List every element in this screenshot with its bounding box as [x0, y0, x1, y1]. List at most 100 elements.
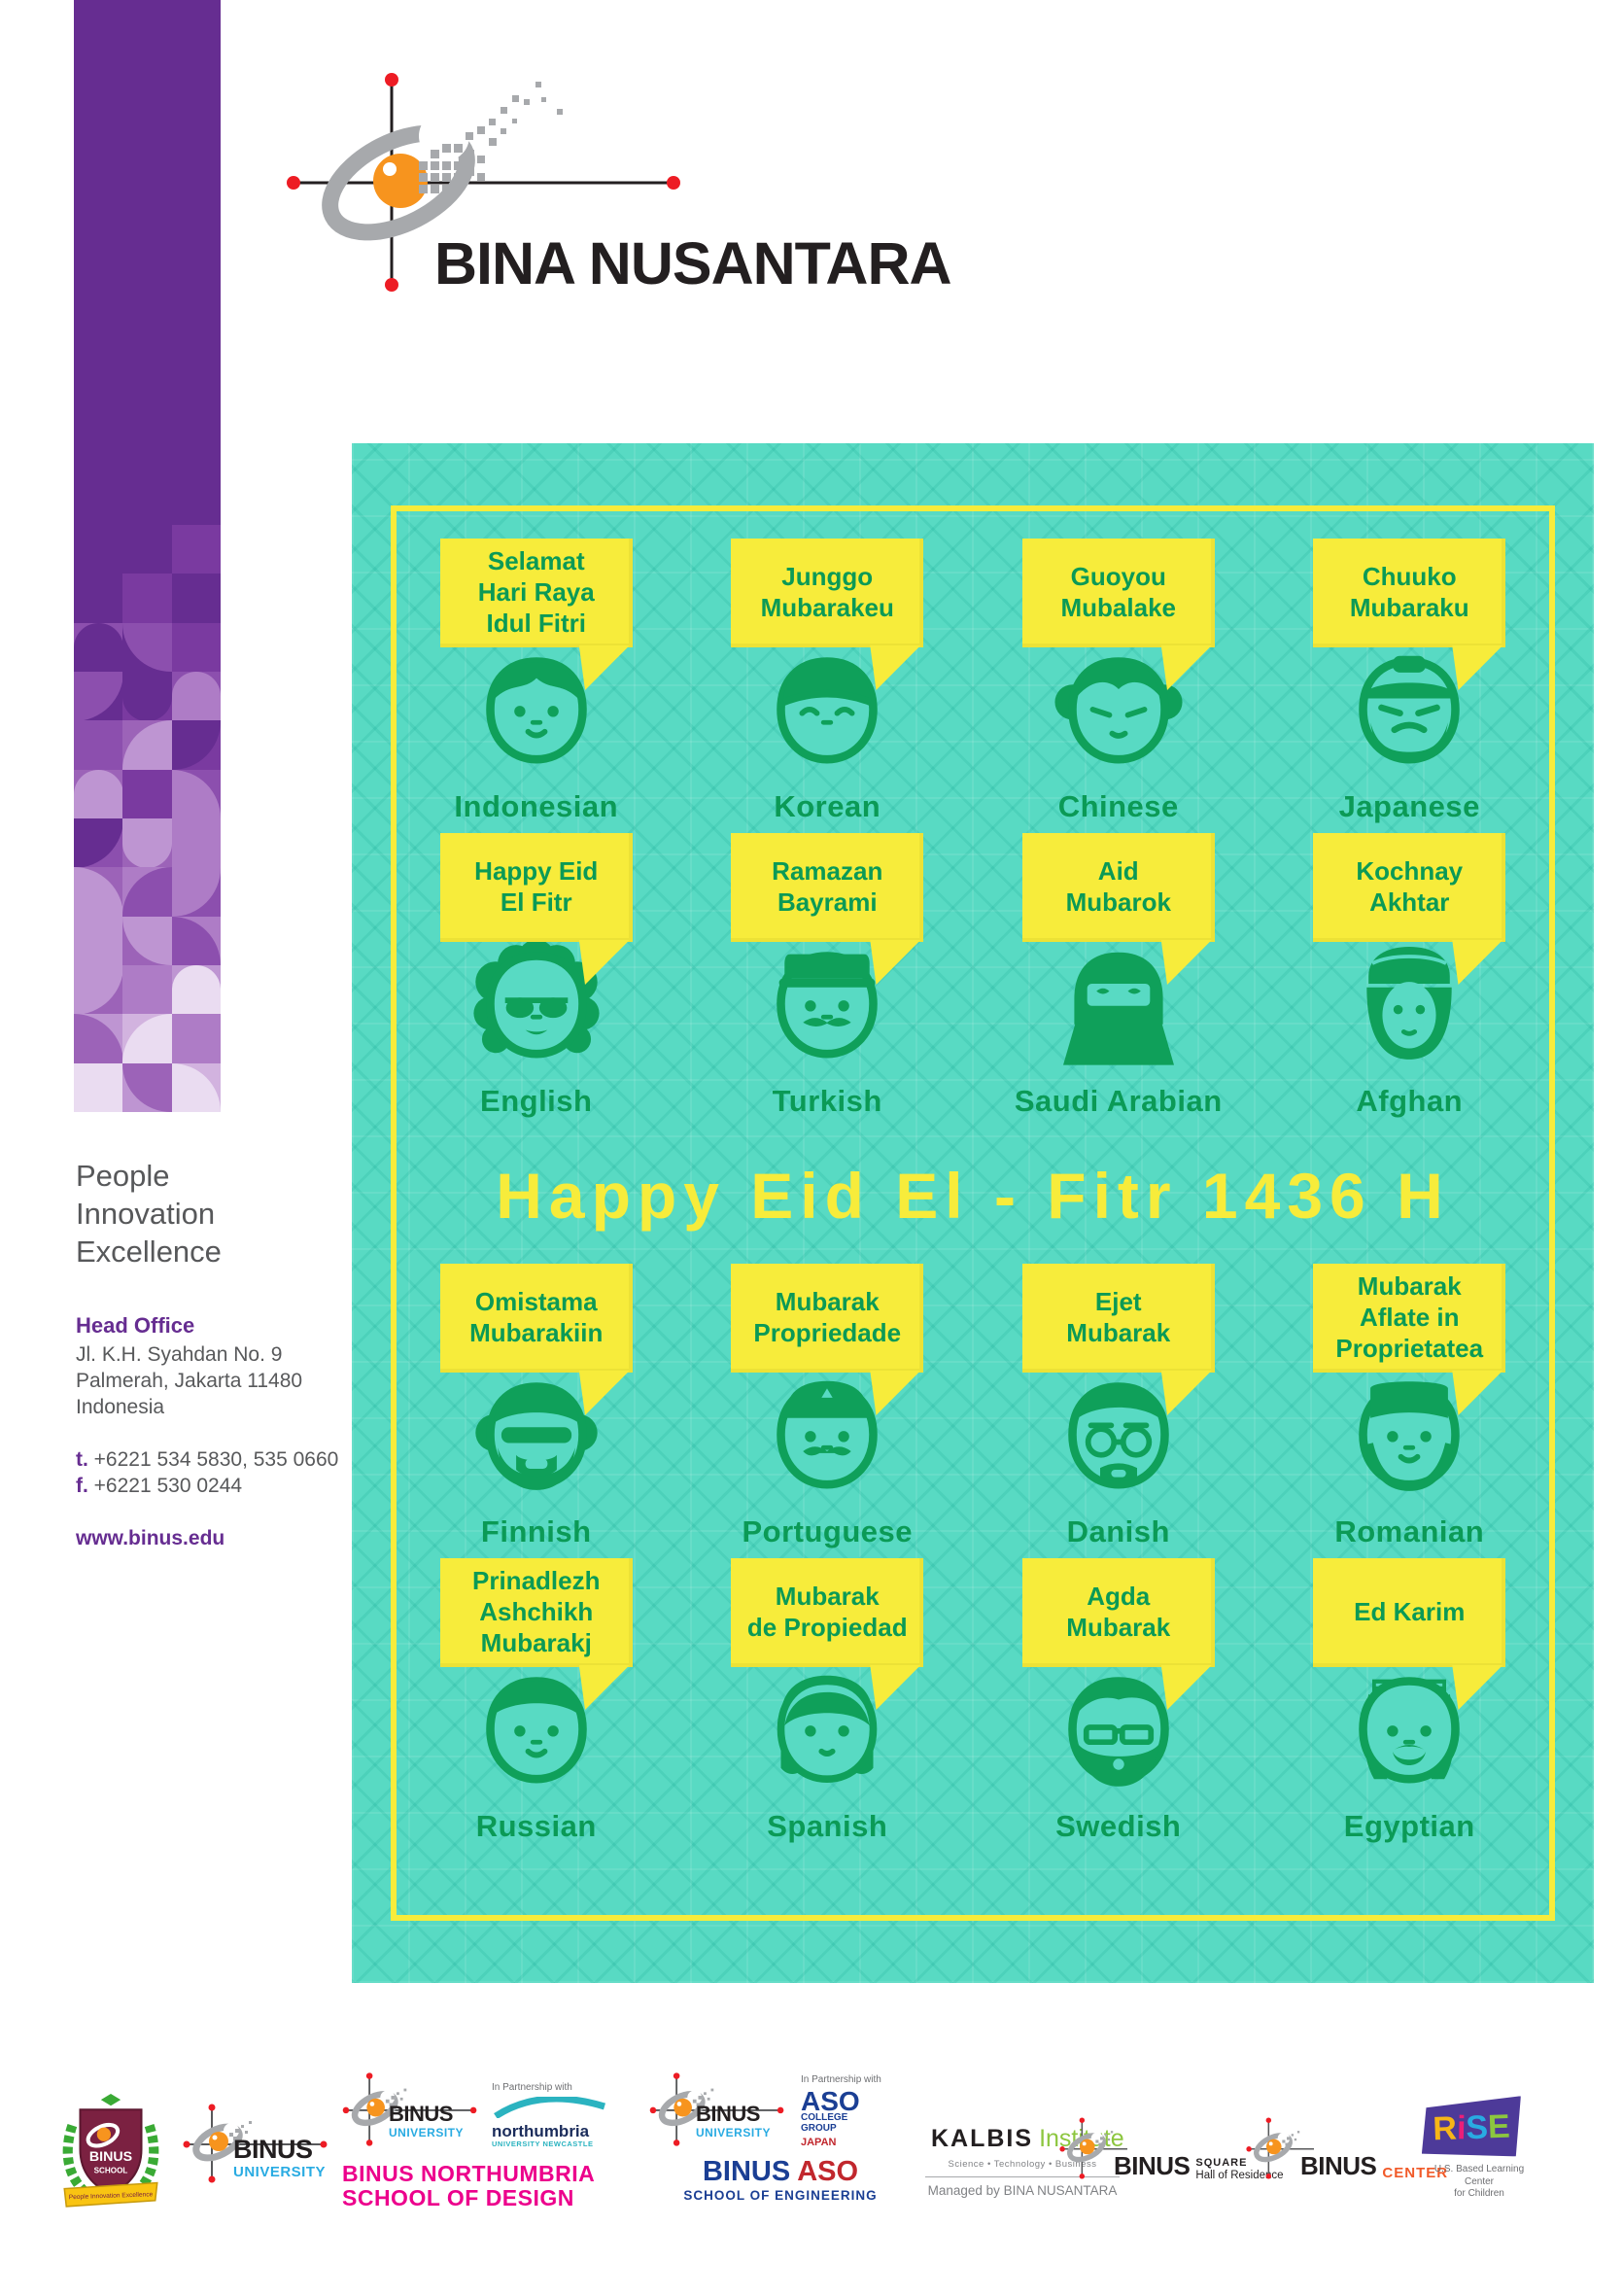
mosaic-circle — [122, 622, 173, 673]
bina-nusantara-globe-icon — [199, 37, 695, 299]
mosaic-tile — [122, 525, 173, 574]
portuguese-man-hat-face-icon — [753, 1359, 901, 1507]
school-of-design-title-line2: SCHOOL OF DESIGN — [342, 2184, 574, 2210]
greeting-card: Ejet Mubarak Danish — [973, 1264, 1264, 1558]
mosaic-tile — [122, 769, 173, 819]
speech-bubble: Mubarak de Propiedad — [731, 1558, 924, 1667]
speech-bubble: Happy Eid El Fitr — [439, 833, 633, 942]
language-label: Turkish — [772, 1084, 882, 1118]
speech-bubble: Ed Karim — [1313, 1558, 1506, 1667]
binus-globe-icon — [183, 2104, 328, 2183]
mosaic-tile — [171, 916, 222, 966]
language-label: Finnish — [480, 1514, 592, 1548]
mosaic-tile — [171, 525, 222, 574]
mosaic-tile — [122, 965, 173, 1015]
tagline-line: Innovation — [76, 1197, 216, 1231]
binus-globe-icon — [649, 2072, 784, 2146]
mosaic-tile — [122, 622, 173, 673]
mosaic-circle — [171, 867, 222, 918]
binus-wordmark: BINUS — [696, 2102, 760, 2126]
greeting-card: Ramazan Bayrami Turkish — [682, 833, 974, 1128]
greeting-card: Guoyou Mubalake Chinese — [973, 539, 1264, 833]
turkish-man-hat-face-icon — [753, 928, 901, 1076]
mosaic-circle — [74, 1062, 123, 1113]
poster-title: Happy Eid El - Fitr 1436 H — [496, 1160, 1450, 1232]
language-label: Spanish — [767, 1809, 888, 1843]
greeting-card: Agda Mubarak Swedish — [973, 1558, 1264, 1853]
mosaic-circle — [171, 672, 222, 721]
tagline-line: People — [76, 1159, 170, 1193]
address-line: Indonesia — [76, 1396, 165, 1418]
greeting-text: Omistama Mubarakiin — [469, 1287, 604, 1347]
mosaic-circle — [122, 867, 173, 918]
romanian-boy-tall-hat-face-icon — [1335, 1359, 1483, 1507]
language-label: Afghan — [1356, 1084, 1464, 1118]
mosaic-tile — [74, 916, 123, 966]
egyptian-man-headdress-face-icon — [1335, 1653, 1483, 1801]
speech-bubble: Selamat Hari Raya Idul Fitri — [439, 539, 633, 647]
divider — [925, 2176, 1120, 2177]
mosaic-circle — [122, 1014, 173, 1064]
mosaic-tile — [171, 622, 222, 673]
speech-bubble: Agda Mubarak — [1021, 1558, 1215, 1667]
greeting-text: Mubarak Aflate in Proprietatea — [1335, 1271, 1484, 1363]
phone-line: t. +6221 534 5830, 535 0660 — [76, 1446, 338, 1473]
mosaic-circle — [171, 916, 222, 966]
rise-letter-i: i — [1456, 2109, 1467, 2147]
mosaic-tile — [74, 720, 123, 771]
greetings-grid: Selamat Hari Raya Idul Fitri Indonesian … — [352, 443, 1594, 1983]
language-label: Japanese — [1338, 789, 1480, 823]
language-label: Swedish — [1055, 1809, 1182, 1843]
binus-aso-title-binus: BINUS — [702, 2156, 791, 2187]
mosaic-tile — [122, 1014, 173, 1064]
language-label: Danish — [1066, 1514, 1170, 1548]
greeting-card: Happy Eid El Fitr English — [391, 833, 682, 1128]
mosaic-tile — [74, 818, 123, 868]
greetings-row: Omistama Mubarakiin Finnish Mubarak Prop… — [352, 1264, 1594, 1558]
speech-bubble: Mubarak Propriedade — [731, 1264, 924, 1373]
greeting-text: Aid Mubarok — [1065, 856, 1171, 917]
aso-japan: JAPAN — [801, 2137, 837, 2148]
mosaic-tile — [74, 1014, 123, 1064]
crest-ribbon-text: People Innovation Excellence — [69, 2191, 154, 2201]
phone-number: +6221 534 5830, 535 0660 — [93, 1448, 339, 1471]
mosaic-tile — [74, 574, 123, 624]
greeting-text: Selamat Hari Raya Idul Fitri — [477, 546, 595, 638]
address-line: Palmerah, Jakarta 11480 — [76, 1370, 303, 1392]
binus-university-logo: BINUS UNIVERSITY — [183, 2102, 328, 2185]
binus-center-logo: BINUS CENTER — [1246, 2115, 1448, 2181]
speech-bubble: Mubarak Aflate in Proprietatea — [1313, 1264, 1506, 1373]
svg-text:BINUS: BINUS — [89, 2149, 132, 2165]
kalbis-managed-by: Managed by BINA NUSANTARA — [927, 2183, 1118, 2198]
language-label: Russian — [475, 1809, 597, 1843]
speech-bubble: Aid Mubarok — [1021, 833, 1215, 942]
mosaic-circle — [122, 720, 173, 771]
binus-aso-logo: BINUS UNIVERSITY In Partnership with ASO… — [649, 2070, 912, 2203]
website-link[interactable]: www.binus.edu — [76, 1527, 225, 1549]
address-line: Jl. K.H. Syahdan No. 9 — [76, 1343, 283, 1366]
binus-school-logo: BINUS SCHOOL People Innovation Excellenc… — [56, 2092, 165, 2217]
greeting-card: Chuuko Mubaraku Japanese — [1264, 539, 1556, 833]
partnership-label: In Partnership with — [801, 2073, 881, 2085]
binus-northumbria-logo: BINUS UNIVERSITY In Partnership with nor… — [342, 2070, 634, 2210]
rise-subtitle-line2: for Children — [1454, 2188, 1504, 2199]
mosaic-tile — [74, 622, 123, 673]
mosaic-tile — [122, 720, 173, 771]
kalbis-wordmark: KALBIS — [931, 2125, 1034, 2152]
mosaic-circle — [74, 867, 123, 918]
speech-bubble: Omistama Mubarakiin — [439, 1264, 633, 1373]
danish-man-glasses-face-icon — [1045, 1359, 1192, 1507]
finnish-man-shades-face-icon — [463, 1359, 610, 1507]
mosaic-circle — [122, 818, 173, 868]
swedish-man-glasses-face-icon — [1045, 1653, 1192, 1801]
fax-line: f. +6221 530 0244 — [76, 1473, 338, 1499]
language-label: Saudi Arabian — [1014, 1084, 1223, 1118]
russian-boy-face-icon — [463, 1653, 610, 1801]
aso-group: GROUP — [801, 2122, 837, 2134]
greeting-text: Prinadlezh Ashchikh Mubarakj — [472, 1566, 601, 1657]
language-label: Korean — [774, 789, 881, 823]
speech-bubble: Ramazan Bayrami — [731, 833, 924, 942]
mosaic-circle — [122, 916, 173, 966]
mosaic-circle — [74, 672, 123, 721]
